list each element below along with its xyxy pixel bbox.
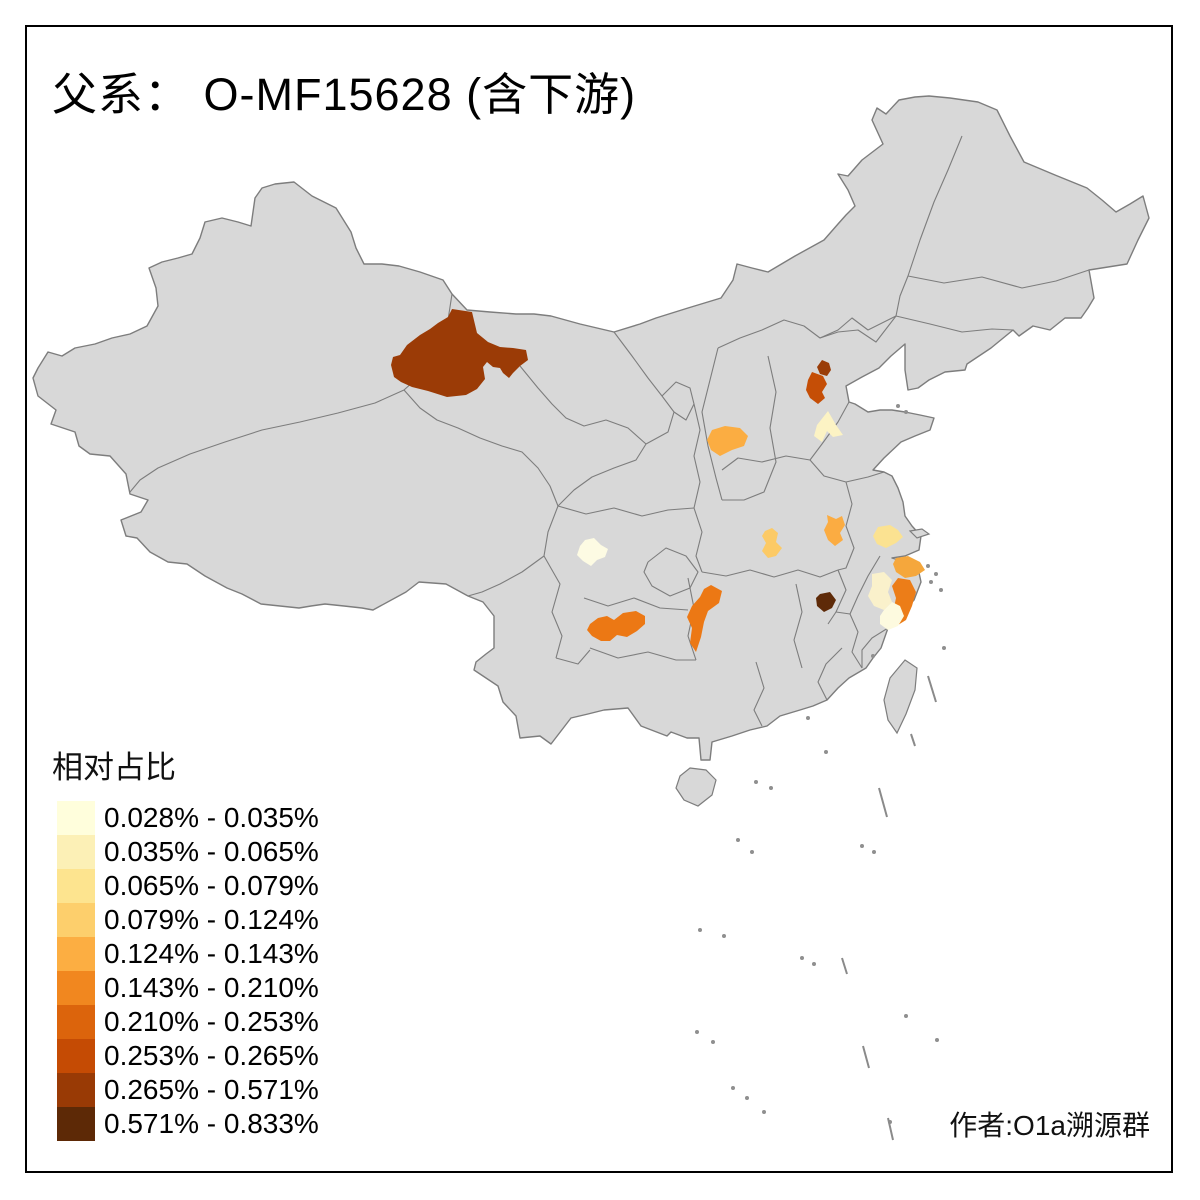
legend-swatch-2 (57, 835, 95, 869)
legend-label-7: 0.210% - 0.253% (104, 1006, 319, 1037)
legend-label-9: 0.265% - 0.571% (104, 1074, 319, 1105)
legend-swatch-3 (57, 869, 95, 903)
highlighted-regions (391, 309, 925, 652)
sea-boundary-dashes (841, 675, 937, 1141)
legend-row: 0.143% - 0.210% (57, 971, 319, 1005)
taiwan-island (883, 659, 918, 735)
legend-row: 0.079% - 0.124% (57, 903, 319, 937)
small-islets (695, 404, 946, 1124)
legend-rows: 0.028% - 0.035% 0.035% - 0.065% 0.065% - 0… (57, 801, 319, 1141)
legend-row: 0.265% - 0.571% (57, 1073, 319, 1107)
legend-label-2: 0.035% - 0.065% (104, 836, 319, 867)
region-zhejiang-west (868, 572, 892, 610)
region-zhejiang-south (880, 602, 904, 630)
region-shijiazhuang (814, 411, 843, 442)
legend-row: 0.124% - 0.143% (57, 937, 319, 971)
legend-swatch-5 (57, 937, 95, 971)
china-mainland-shape (32, 95, 1150, 761)
region-jiangsu-south (873, 525, 903, 548)
legend-row: 0.035% - 0.065% (57, 835, 319, 869)
legend-swatch-6 (57, 971, 95, 1005)
legend-label-8: 0.253% - 0.265% (104, 1040, 319, 1071)
legend-label-10: 0.571% - 0.833% (104, 1108, 319, 1139)
region-hebei-central (806, 372, 827, 404)
map-title: 父系： O-MF15628 (含下游) (52, 69, 637, 120)
region-henan-south (762, 528, 782, 558)
legend-label-6: 0.143% - 0.210% (104, 972, 319, 1003)
region-jiangxi-northeast (816, 592, 836, 612)
region-chengdu (577, 538, 608, 566)
legend-label-1: 0.028% - 0.035% (104, 802, 319, 833)
legend-label-3: 0.065% - 0.079% (104, 870, 319, 901)
islands (675, 528, 931, 807)
legend: 相对占比 0.028% - 0.035% 0.035% - 0.065% 0.065… (52, 742, 319, 1141)
legend-row: 0.065% - 0.079% (57, 869, 319, 903)
legend-label-4: 0.079% - 0.124% (104, 904, 319, 935)
region-zhejiang-north (893, 556, 925, 578)
attribution-text: 作者:O1a溯源群 (949, 1110, 1150, 1141)
region-shanxi-west (707, 426, 748, 456)
legend-label-5: 0.124% - 0.143% (104, 938, 319, 969)
hainan-island (675, 767, 717, 807)
region-hunan-west (687, 585, 722, 652)
legend-swatch-10 (57, 1107, 95, 1141)
legend-row: 0.028% - 0.035% (57, 801, 319, 835)
region-guizhou-northwest (587, 611, 645, 641)
legend-swatch-1 (57, 801, 95, 835)
legend-swatch-8 (57, 1039, 95, 1073)
legend-swatch-4 (57, 903, 95, 937)
legend-swatch-9 (57, 1073, 95, 1107)
legend-row: 0.253% - 0.265% (57, 1039, 319, 1073)
region-anhui-central (824, 515, 845, 546)
region-beijing (817, 360, 831, 376)
province-boundaries (129, 135, 1090, 727)
chongming-island (908, 528, 931, 539)
region-hami-jiuquan (391, 309, 528, 397)
legend-row: 0.571% - 0.833% (57, 1107, 319, 1141)
legend-title: 相对占比 (52, 750, 176, 785)
legend-row: 0.210% - 0.253% (57, 1005, 319, 1039)
legend-swatch-7 (57, 1005, 95, 1039)
